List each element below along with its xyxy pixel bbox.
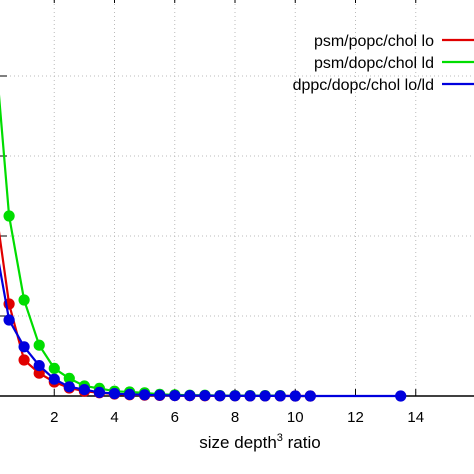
data-point xyxy=(3,314,15,326)
x-tick-label: 2 xyxy=(50,409,58,426)
data-point xyxy=(304,390,316,402)
x-tick-label: 8 xyxy=(231,409,239,426)
legend-label: psm/popc/chol lo xyxy=(314,33,434,50)
series-2 xyxy=(0,94,286,402)
data-point xyxy=(33,339,45,351)
data-point xyxy=(214,390,226,402)
series-line xyxy=(0,230,311,398)
legend-label: psm/dopc/chol ld xyxy=(314,55,434,72)
data-point xyxy=(18,341,30,353)
x-axis-label-sup: 3 xyxy=(277,432,283,444)
data-point xyxy=(154,389,166,401)
data-point xyxy=(18,294,30,306)
data-point xyxy=(63,372,75,384)
data-point xyxy=(78,384,90,396)
data-point xyxy=(3,210,15,222)
data-point xyxy=(274,390,286,402)
data-point xyxy=(289,390,301,402)
data-point xyxy=(139,389,151,401)
data-point xyxy=(229,390,241,402)
grid xyxy=(0,0,474,396)
data-point xyxy=(259,390,271,402)
x-tick-label: 14 xyxy=(407,409,424,426)
data-point xyxy=(199,390,211,402)
data-point xyxy=(93,386,105,398)
data-series xyxy=(0,94,407,402)
data-point xyxy=(33,360,45,372)
data-point xyxy=(63,381,75,393)
legend-label: dppc/dopc/chol lo/ld xyxy=(293,77,434,94)
data-point xyxy=(108,388,121,400)
series-1 xyxy=(0,230,316,402)
data-point xyxy=(244,390,256,402)
x-tick-label: 10 xyxy=(287,409,304,426)
legend: psm/popc/chol lo psm/dopc/chol ld dppc/dop… xyxy=(293,33,474,94)
x-axis-label-tail: ratio xyxy=(283,433,321,452)
data-point xyxy=(395,390,407,402)
data-point xyxy=(169,390,181,402)
data-point xyxy=(48,373,60,385)
x-tick-label: 4 xyxy=(110,409,118,426)
data-point xyxy=(48,362,60,374)
x-tick-label: 12 xyxy=(347,409,364,426)
x-axis-label-main: size depth xyxy=(199,433,277,452)
x-tick-label: 6 xyxy=(171,409,179,426)
data-point xyxy=(184,390,196,402)
data-point xyxy=(124,388,136,400)
data-point xyxy=(18,354,30,366)
series-3 xyxy=(0,263,407,402)
x-axis-label: size depth3 ratio xyxy=(199,432,320,452)
